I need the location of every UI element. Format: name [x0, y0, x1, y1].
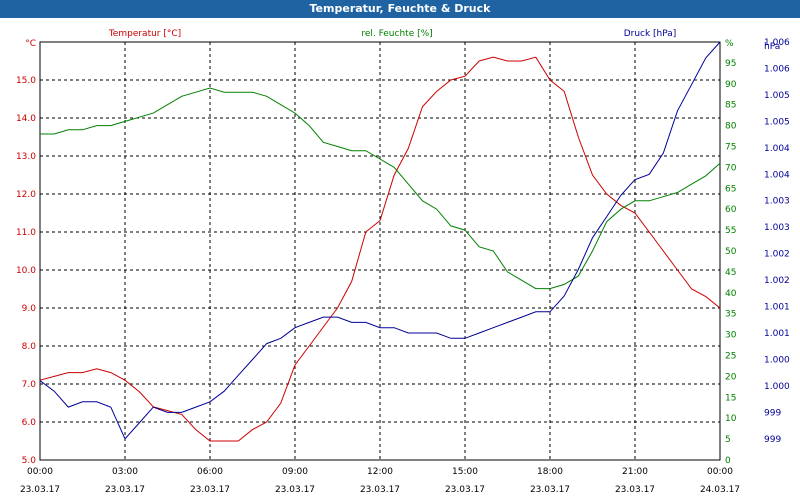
temperature-tick-label: 11.0: [16, 228, 36, 238]
pressure-axis-unit: hPa: [764, 42, 780, 52]
pressure-tick-label: 1.000: [764, 382, 790, 392]
x-tick-time: 03:00: [112, 467, 138, 477]
window-title: Temperatur, Feuchte & Druck: [0, 0, 800, 18]
temperature-tick-label: 5.0: [22, 456, 37, 466]
pressure-tick-label: 1.002: [764, 276, 790, 286]
pressure-tick-label: 1.004: [764, 144, 790, 154]
temperature-tick-label: 15.0: [16, 76, 36, 86]
humidity-tick-label: 30: [725, 331, 737, 341]
temperature-tick-label: 12.0: [16, 190, 36, 200]
pressure-tick-label: 1.005: [764, 117, 790, 127]
humidity-tick-label: 45: [725, 268, 736, 278]
temperature-tick-label: 8.0: [22, 342, 37, 352]
x-tick-date: 23.03.17: [190, 485, 230, 495]
humidity-tick-label: 60: [725, 205, 737, 215]
humidity-axis-unit: %: [725, 39, 734, 49]
humidity-tick-label: 5: [725, 435, 731, 445]
pressure-tick-label: 999: [764, 408, 781, 418]
humidity-tick-label: 95: [725, 59, 736, 69]
series-line-pressure: [39, 41, 721, 440]
pressure-tick-label: 1.006: [764, 64, 790, 74]
x-tick-date: 23.03.17: [615, 485, 655, 495]
humidity-tick-label: 35: [725, 310, 736, 320]
pressure-tick-label: 1.004: [764, 170, 790, 180]
humidity-tick-label: 40: [725, 289, 737, 299]
temperature-tick-label: 9.0: [22, 304, 37, 314]
temperature-tick-label: 14.0: [16, 114, 36, 124]
humidity-tick-label: 10: [725, 414, 737, 424]
pressure-tick-label: 1.000: [764, 355, 790, 365]
x-tick-time: 06:00: [197, 467, 223, 477]
pressure-tick-label: 1.001: [764, 303, 790, 313]
x-tick-time: 18:00: [537, 467, 563, 477]
x-tick-date: 23.03.17: [360, 485, 400, 495]
series-label: Temperatur [°C]: [108, 29, 181, 39]
series-label: rel. Feuchte [%]: [361, 29, 432, 39]
humidity-tick-label: 0: [725, 456, 731, 466]
humidity-tick-label: 80: [725, 122, 737, 132]
humidity-tick-label: 75: [725, 143, 736, 153]
series-line-humidity: [40, 87, 721, 290]
temperature-tick-label: 6.0: [22, 418, 37, 428]
temperature-tick-label: 10.0: [16, 266, 36, 276]
x-tick-date: 23.03.17: [275, 485, 315, 495]
x-tick-time: 21:00: [622, 467, 648, 477]
series-label: Druck [hPa]: [624, 29, 677, 39]
x-tick-date: 23.03.17: [530, 485, 570, 495]
pressure-tick-label: 1.006: [764, 38, 790, 48]
pressure-tick-label: 999: [764, 435, 781, 445]
x-tick-time: 15:00: [452, 467, 478, 477]
x-tick-date: 24.03.17: [700, 485, 740, 495]
x-tick-time: 00:00: [707, 467, 733, 477]
humidity-tick-label: 55: [725, 226, 736, 236]
pressure-tick-label: 1.003: [764, 223, 790, 233]
temperature-tick-label: 13.0: [16, 152, 36, 162]
x-tick-date: 23.03.17: [105, 485, 145, 495]
temperature-axis-unit: °C: [25, 39, 36, 49]
chart-canvas: 00:00 23.03.17 03:00 23.03.17 06:00 23.03.17 0…: [16, 29, 790, 495]
humidity-tick-label: 20: [725, 372, 737, 382]
pressure-tick-label: 1.003: [764, 197, 790, 207]
x-tick-time: 12:00: [367, 467, 393, 477]
pressure-tick-label: 1.005: [764, 91, 790, 101]
x-tick-time: 00:00: [27, 467, 53, 477]
humidity-tick-label: 50: [725, 247, 737, 257]
humidity-tick-label: 25: [725, 352, 736, 362]
humidity-tick-label: 65: [725, 184, 736, 194]
temperature-tick-label: 7.0: [22, 380, 37, 390]
humidity-tick-label: 90: [725, 80, 737, 90]
x-tick-date: 23.03.17: [20, 485, 60, 495]
pressure-tick-label: 1.001: [764, 329, 790, 339]
humidity-tick-label: 70: [725, 163, 737, 173]
x-tick-date: 23.03.17: [445, 485, 485, 495]
x-tick-time: 09:00: [282, 467, 308, 477]
pressure-tick-label: 1.002: [764, 250, 790, 260]
humidity-tick-label: 85: [725, 101, 736, 111]
humidity-tick-label: 15: [725, 393, 736, 403]
